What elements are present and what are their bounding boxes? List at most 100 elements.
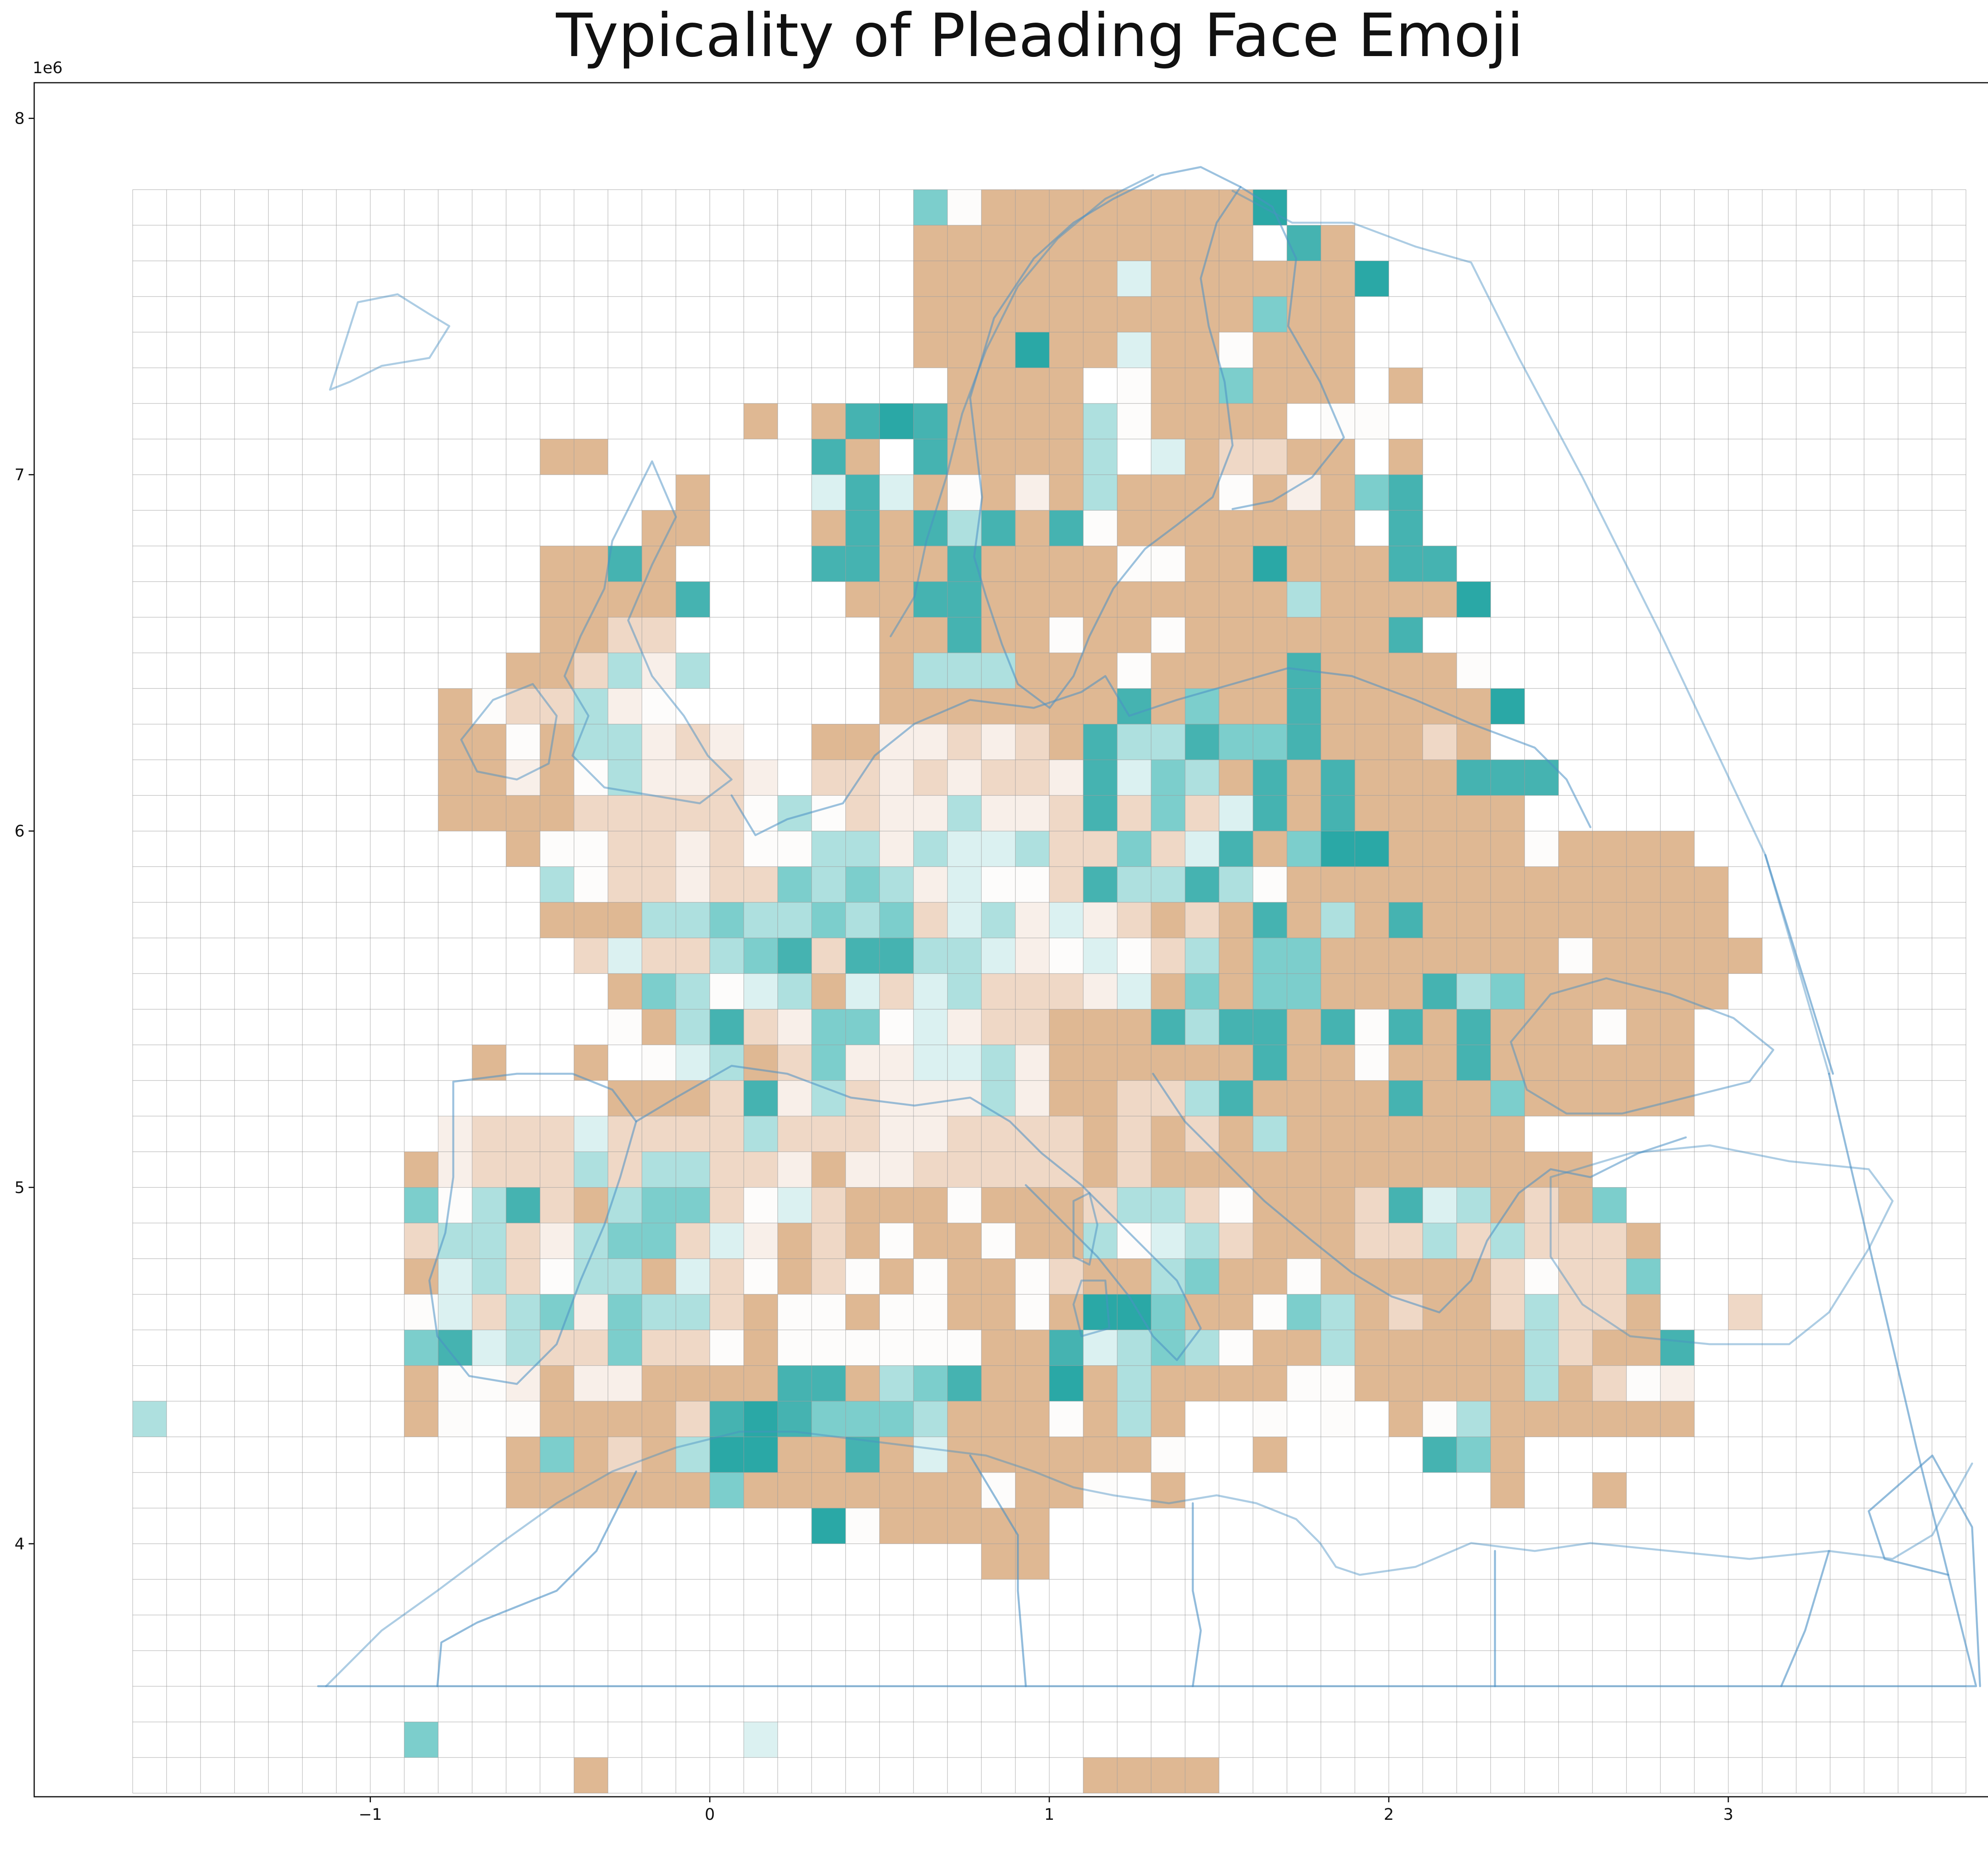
- heatmap-cell: [744, 1045, 778, 1081]
- heatmap-cell: [438, 1116, 472, 1152]
- heatmap-cell: [1524, 1258, 1559, 1294]
- heatmap-cell: [574, 1258, 608, 1294]
- heatmap-cell: [913, 1294, 947, 1330]
- heatmap-cell: [1253, 510, 1287, 546]
- heatmap-cell: [1287, 974, 1321, 1009]
- heatmap-cell: [913, 439, 947, 475]
- heatmap-cell: [812, 760, 846, 796]
- heatmap-cell: [608, 1365, 642, 1401]
- heatmap-cell: [506, 1436, 540, 1473]
- heatmap-cell: [540, 1330, 574, 1366]
- heatmap-cell: [1151, 189, 1185, 225]
- heatmap-cell: [642, 760, 676, 796]
- heatmap-cell: [1423, 831, 1457, 867]
- heatmap-cell: [1253, 1045, 1287, 1081]
- heatmap-cell: [642, 1045, 676, 1081]
- heatmap-cell: [1388, 439, 1423, 475]
- heatmap-cell: [472, 1294, 506, 1330]
- heatmap-cell: [1321, 760, 1355, 796]
- heatmap-cell: [472, 1152, 506, 1187]
- heatmap-cell: [913, 688, 947, 724]
- heatmap-cell: [1253, 1294, 1287, 1330]
- heatmap-cell: [1388, 795, 1423, 831]
- heatmap-cell: [879, 795, 914, 831]
- heatmap-cell: [1253, 189, 1287, 225]
- heatmap-cell: [1083, 724, 1117, 760]
- heatmap-cell: [1423, 1330, 1457, 1366]
- heatmap-cell: [472, 1045, 506, 1081]
- heatmap-cell: [1219, 974, 1253, 1009]
- heatmap-cell: [1423, 974, 1457, 1009]
- heatmap-cell: [913, 296, 947, 332]
- heatmap-cell: [506, 795, 540, 831]
- heatmap-cell: [1626, 902, 1661, 938]
- heatmap-cell: [1388, 902, 1423, 938]
- heatmap-cell: [1423, 795, 1457, 831]
- heatmap-cell: [404, 1330, 439, 1366]
- heatmap-cell: [676, 1080, 710, 1116]
- heatmap-cell: [1049, 546, 1083, 582]
- heatmap-cell: [1491, 1152, 1525, 1187]
- heatmap-cell: [777, 1152, 812, 1187]
- heatmap-cell: [1049, 653, 1083, 689]
- heatmap-cell: [1423, 1436, 1457, 1473]
- heatmap-cell: [1660, 1330, 1695, 1366]
- heatmap-cell: [642, 688, 676, 724]
- heatmap-cell: [1287, 1223, 1321, 1259]
- heatmap-cell: [1015, 617, 1050, 653]
- heatmap-cell: [1388, 1045, 1423, 1081]
- heatmap-cell: [947, 1365, 982, 1401]
- heatmap-cell: [1253, 296, 1287, 332]
- heatmap-cell: [676, 1472, 710, 1508]
- heatmap-cell: [812, 1116, 846, 1152]
- heatmap-cell: [676, 1436, 710, 1473]
- heatmap-cell: [1423, 581, 1457, 618]
- heatmap-cell: [1185, 831, 1219, 867]
- heatmap-cell: [1117, 581, 1151, 618]
- heatmap-cell: [1524, 1045, 1559, 1081]
- heatmap-cell: [1185, 867, 1219, 902]
- heatmap-cell: [777, 1258, 812, 1294]
- heatmap-cell: [1660, 1009, 1695, 1045]
- heatmap-cell: [1185, 760, 1219, 796]
- heatmap-cell: [540, 1116, 574, 1152]
- heatmap-cell: [947, 902, 982, 938]
- heatmap-cell: [845, 1116, 880, 1152]
- heatmap-cell: [1219, 296, 1253, 332]
- heatmap-cell: [710, 1080, 744, 1116]
- heatmap-cell: [1355, 581, 1389, 618]
- heatmap-cell: [981, 760, 1015, 796]
- heatmap-cell: [777, 1436, 812, 1473]
- heatmap-cell: [1253, 1152, 1287, 1187]
- heatmap-cell: [1287, 867, 1321, 902]
- heatmap-cell: [438, 1258, 472, 1294]
- heatmap-cell: [913, 1365, 947, 1401]
- heatmap-cell: [1491, 974, 1525, 1009]
- heatmap-cell: [879, 760, 914, 796]
- heatmap-cell: [1321, 581, 1355, 618]
- heatmap-cell: [1185, 296, 1219, 332]
- heatmap-cell: [1456, 1187, 1491, 1223]
- heatmap-cell: [404, 1152, 439, 1187]
- heatmap-cell: [1219, 439, 1253, 475]
- heatmap-cell: [1660, 1045, 1695, 1081]
- heatmap-cell: [1456, 1116, 1491, 1152]
- heatmap-cell: [1117, 760, 1151, 796]
- heatmap-cell: [1117, 225, 1151, 261]
- x-tick-label: 0: [705, 1805, 714, 1824]
- heatmap-cell: [1388, 1330, 1423, 1366]
- heatmap-cell: [1355, 902, 1389, 938]
- heatmap-cell: [981, 724, 1015, 760]
- heatmap-cell: [777, 1187, 812, 1223]
- heatmap-cell: [1558, 938, 1593, 974]
- heatmap-cell: [1253, 1116, 1287, 1152]
- heatmap-cell: [777, 1009, 812, 1045]
- heatmap-cell: [1049, 867, 1083, 902]
- heatmap-cell: [845, 938, 880, 974]
- heatmap-cell: [947, 617, 982, 653]
- heatmap-cell: [947, 1009, 982, 1045]
- heatmap-cell: [981, 403, 1015, 439]
- heatmap-cell: [404, 1365, 439, 1401]
- heatmap-cell: [1287, 1365, 1321, 1401]
- heatmap-cell: [1117, 1116, 1151, 1152]
